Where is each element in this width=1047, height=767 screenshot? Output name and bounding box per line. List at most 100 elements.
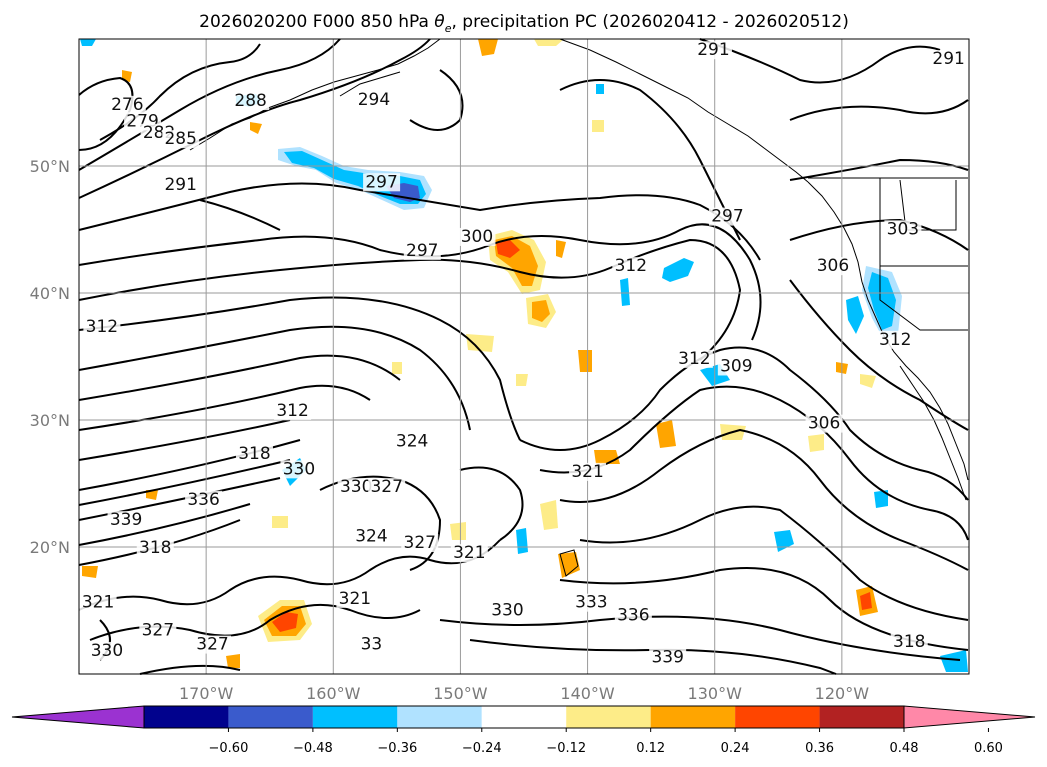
contour-line: [78, 354, 401, 401]
contour-label-background: [450, 544, 488, 563]
positive-anomaly-w5: [272, 516, 288, 528]
contour-label: 321: [339, 589, 371, 609]
contour-line: [78, 182, 761, 261]
positive-anomaly-w4: [146, 490, 158, 500]
canada-coast: [807, 181, 863, 283]
colorbar: −0.60 −0.48 −0.36 −0.24 −0.12 0.12 0.24 0.36 0.4…: [11, 705, 1036, 756]
contour-label-background: [890, 633, 928, 652]
contour-label: 318: [893, 632, 925, 652]
contour-label: 318: [139, 538, 171, 558]
positive-anomaly-stripe: [556, 240, 566, 258]
contour-label-background: [458, 227, 496, 246]
contour-label-background: [805, 414, 843, 433]
contour-label-background: [337, 478, 375, 497]
positive-anomaly-w8: [516, 374, 528, 386]
positive-anomaly-w2: [250, 122, 262, 134]
contour-line: [78, 238, 742, 361]
contour-line: [789, 218, 969, 251]
contour-label-background: [403, 241, 441, 260]
baja-coast: [899, 365, 967, 501]
colorbar-segment: [566, 706, 651, 728]
contour-label-background: [930, 50, 968, 69]
contour-label: 312: [615, 256, 647, 276]
latitude-tick-label: 30°N: [30, 411, 70, 430]
negative-anomaly-central-2: [620, 278, 630, 306]
contour-label: 303: [887, 219, 919, 239]
contour-label: 294: [358, 90, 390, 110]
colorbar-tick-label: 0.60: [974, 741, 1003, 756]
contour-label-background: [83, 318, 121, 337]
contour-label-background: [88, 641, 126, 660]
contour-label-background: [614, 606, 652, 625]
longitude-axis-labels: 170°W 160°W 150°W 140°W 130°W 120°W: [179, 684, 869, 703]
colorbar-tick-label: −0.60: [209, 741, 249, 756]
colorbar-segment: [650, 706, 736, 728]
contour-line: [78, 38, 341, 171]
contour-label: 309: [720, 356, 752, 376]
contour-label: 291: [697, 40, 729, 60]
contour-label: 327: [142, 621, 174, 641]
colorbar-extend-max: [903, 705, 1036, 729]
contour-label-background: [363, 173, 401, 192]
negative-anomaly-e2: [940, 650, 968, 672]
positive-anomaly-w3: [82, 566, 98, 578]
figure-title: 2026020200 F000 850 hPa θe, precipitatio…: [199, 12, 849, 35]
colorbar-extend-min: [11, 705, 145, 729]
contour-label: 276: [111, 95, 143, 115]
contour-label-background: [488, 601, 526, 620]
contour-label-background: [139, 621, 177, 640]
contour-label-background: [185, 490, 223, 509]
contour-label-background: [401, 534, 439, 552]
contour-label: 318: [238, 444, 270, 464]
contour-line: [78, 76, 134, 151]
contour-label-background: [232, 92, 270, 111]
positive-anomaly-w6: [226, 654, 240, 668]
us-west-coast: [861, 281, 969, 481]
colorbar-tick-label: −0.48: [293, 741, 333, 756]
contour-label: 330: [340, 477, 372, 497]
contour-line: [139, 664, 241, 675]
contour-label: 297: [365, 172, 397, 192]
coastlines: [189, 38, 969, 577]
contour-label-background: [884, 220, 922, 239]
colorbar-frame: [143, 705, 905, 729]
negative-anomaly-nw: [80, 39, 96, 46]
contour-label: 288: [234, 91, 266, 111]
contour-line: [78, 503, 251, 546]
contour-label: 327: [196, 635, 228, 655]
contour-label: 321: [571, 462, 603, 482]
contour-label: 291: [932, 49, 964, 69]
contour-label: 312: [86, 317, 118, 337]
colorbar-tick-label: 0.36: [805, 741, 834, 756]
contour-label-background: [162, 175, 200, 194]
contour-line: [78, 439, 301, 491]
positive-anomaly-sub1: [466, 334, 494, 352]
contour-line: [199, 199, 281, 231]
contour-label-background: [107, 511, 145, 530]
contour-label-background: [355, 90, 393, 109]
longitude-tick-label: 150°W: [433, 684, 488, 703]
contour-label-background: [108, 95, 146, 114]
contour-line: [78, 384, 371, 431]
longitude-tick-label: 160°W: [306, 684, 361, 703]
negative-anomaly-south-3: [516, 528, 528, 554]
contour-label-background: [612, 257, 650, 276]
positive-anomaly-e3: [860, 374, 876, 388]
contour-label-background: [675, 349, 713, 368]
contour-label: 312: [879, 330, 911, 350]
contour-label-background: [694, 41, 732, 60]
positive-anomaly-top: [478, 39, 498, 56]
contour-label: 291: [164, 175, 196, 195]
latitude-axis-labels: 20°N 30°N 40°N 50°N: [30, 157, 70, 557]
contour-line: [439, 615, 961, 661]
negative-anomaly-e: [874, 490, 888, 508]
contour-line: [559, 567, 969, 651]
positive-anomaly-top-2: [534, 39, 564, 46]
positive-anomaly-sub3: [656, 420, 676, 448]
contour-label: 306: [808, 414, 840, 434]
state-border-3: [899, 179, 957, 231]
contour-label: 330: [283, 459, 315, 479]
contour-line: [789, 279, 969, 431]
colorbar-tick-label: −0.12: [546, 741, 586, 756]
